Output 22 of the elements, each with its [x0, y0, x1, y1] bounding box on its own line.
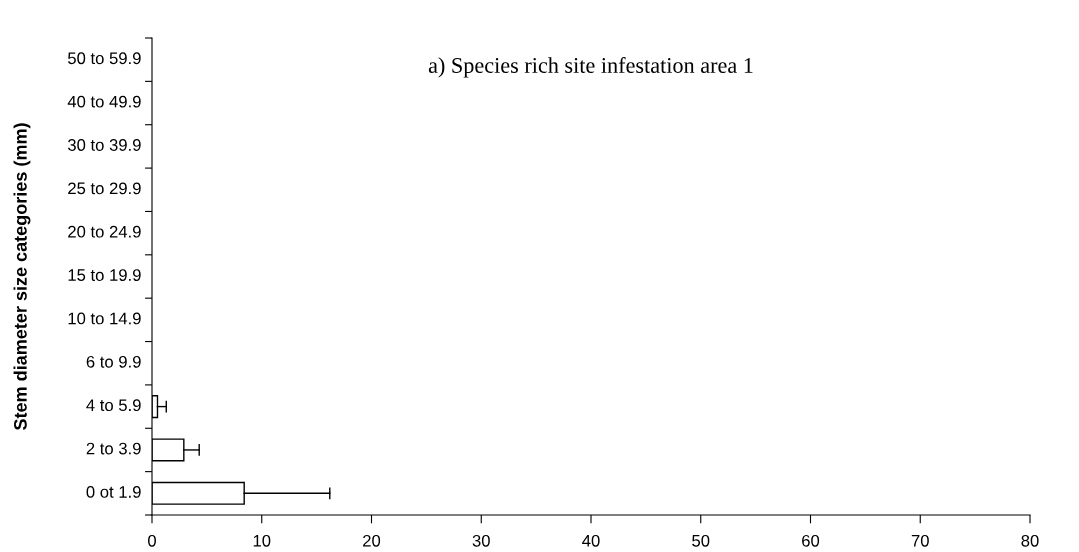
x-tick-label: 10	[253, 534, 271, 547]
x-tick-label: 40	[582, 534, 600, 547]
y-tick-label: 20 to 24.9	[68, 225, 141, 238]
x-tick-label: 0	[148, 534, 156, 547]
x-tick-label: 30	[472, 534, 490, 547]
x-tick-label: 70	[911, 534, 929, 547]
x-tick-label: 60	[802, 534, 820, 547]
y-tick-label: 10 to 14.9	[68, 312, 141, 325]
y-tick-label: 0 ot 1.9	[86, 485, 141, 498]
x-tick-label: 80	[1021, 534, 1039, 547]
y-tick-label: 25 to 29.9	[68, 182, 141, 195]
y-axis-title: Stem diameter size categories (mm)	[13, 123, 31, 431]
y-tick-label: 50 to 59.9	[68, 52, 141, 65]
y-tick-label: 2 to 3.9	[86, 442, 141, 455]
y-tick-label: 15 to 19.9	[68, 269, 141, 281]
y-tick-label: 30 to 39.9	[67, 139, 141, 151]
x-tick-label: 20	[363, 534, 381, 547]
y-tick-label: 6 to 9.9	[86, 355, 141, 368]
text: a) Species rich site infestation area 1	[428, 57, 753, 78]
y-tick-label: 4 to 5.9	[86, 399, 141, 412]
x-tick-label: 50	[692, 534, 710, 547]
y-tick-label: 40 to 49.9	[67, 95, 141, 108]
